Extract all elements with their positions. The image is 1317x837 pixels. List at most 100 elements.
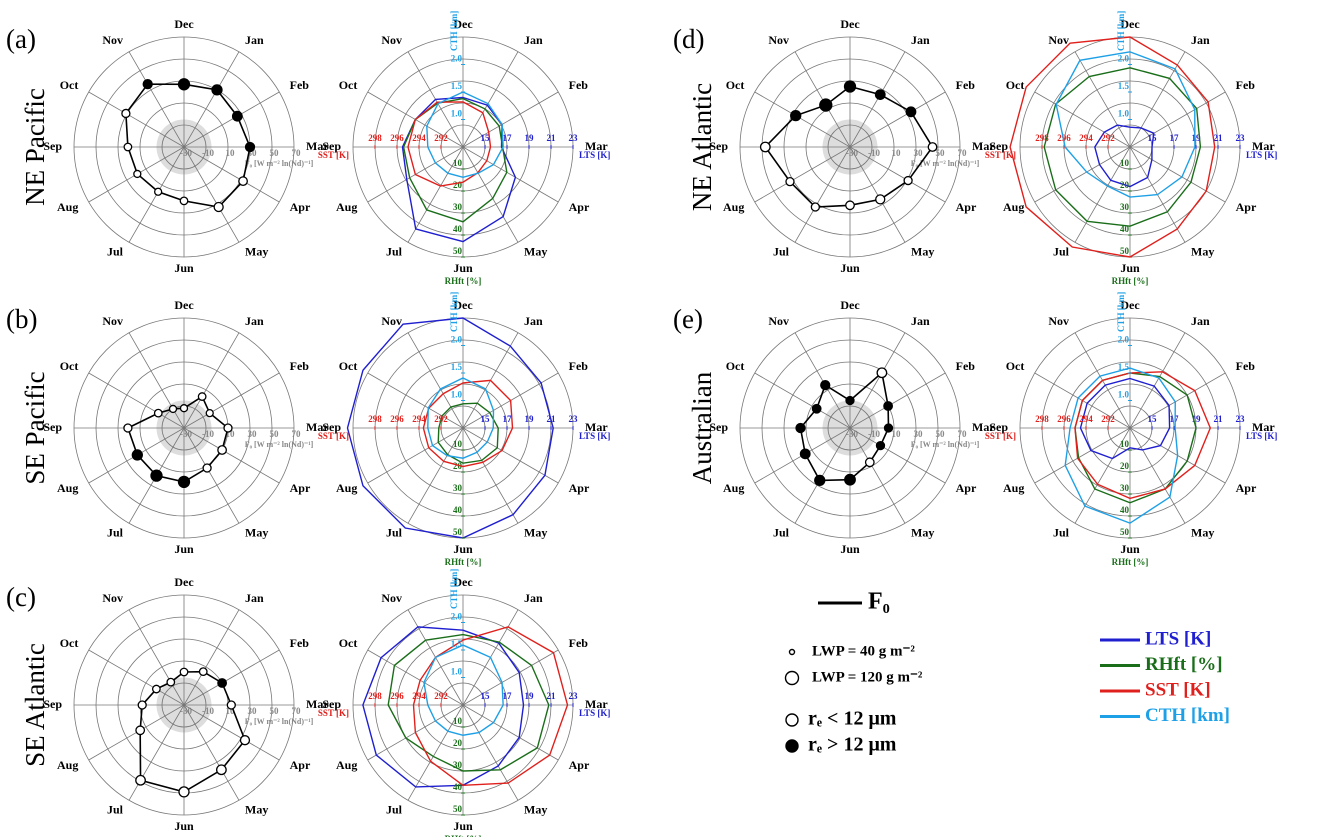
panel-label: (d) — [673, 24, 704, 54]
month-label: Mar — [585, 420, 608, 434]
f0-marker — [135, 774, 146, 786]
month-label: Sep — [43, 697, 62, 711]
spoke — [849, 372, 946, 429]
legend-lwp-label: LWP = 40 g m⁻² — [812, 643, 915, 659]
month-label: Apr — [290, 481, 311, 495]
legend-re-label: rₑ < 12 μm — [808, 708, 897, 730]
axis-tick-label: 23 — [1236, 414, 1246, 424]
axis-tick-label: 23 — [569, 691, 579, 701]
month-label: Mar — [585, 139, 608, 153]
series-line — [387, 633, 550, 772]
f0-marker — [759, 141, 771, 153]
month-label: Nov — [102, 591, 123, 605]
axis-label: SST [K] — [318, 708, 349, 718]
radar-chart: Dec Jan Feb Mar Apr May Jun Jul Aug Sep Oct Nov 15 17… — [318, 11, 611, 286]
axis-tick-label: 40 — [453, 224, 463, 234]
month-label: Aug — [57, 758, 78, 772]
axis-tick-label: 296 — [390, 133, 404, 143]
month-label: Feb — [290, 636, 310, 650]
axis-label: SST [K] — [985, 150, 1016, 160]
f0-marker — [231, 110, 243, 122]
legend-lwp-label: LWP = 120 g m⁻² — [812, 669, 923, 685]
month-label: Feb — [569, 78, 589, 92]
month-label: Aug — [723, 481, 744, 495]
f0-marker — [811, 403, 822, 414]
month-label: Feb — [1236, 359, 1256, 373]
axis-label: LTS [K] — [579, 708, 610, 718]
f0-marker — [142, 78, 153, 90]
axis-tick-label: 20 — [453, 180, 463, 190]
f0-marker — [202, 463, 212, 473]
axis-tick-label: 23 — [1236, 133, 1246, 143]
month-label: Oct — [60, 78, 79, 92]
axis-label: SST [K] — [985, 431, 1016, 441]
axis-tick-label: 292 — [434, 691, 448, 701]
month-label: Mar — [972, 139, 995, 153]
month-label: Dec — [840, 17, 860, 31]
axis-tick-label: 19 — [525, 414, 535, 424]
spoke — [1074, 146, 1131, 243]
month-label: Sep — [709, 139, 728, 153]
f0-marker — [903, 175, 913, 186]
axis-label: LTS [K] — [579, 431, 610, 441]
month-label: Feb — [290, 359, 310, 373]
r-tick-label: 30 — [914, 148, 924, 158]
month-label: Dec — [840, 298, 860, 312]
month-label: Jun — [174, 261, 194, 275]
month-label: Sep — [989, 139, 1008, 153]
month-label: Jun — [1120, 261, 1140, 275]
r-tick-label: -30 — [180, 148, 192, 158]
spoke — [183, 146, 240, 243]
axis-tick-label: 21 — [1214, 414, 1224, 424]
axis-tick-label: 15 — [1148, 133, 1158, 143]
axis-tick-label: 10 — [453, 158, 463, 168]
axis-tick-label: 1.5 — [1118, 81, 1130, 91]
month-label: Jan — [524, 591, 543, 605]
spoke — [462, 146, 559, 203]
axis-tick-label: 30 — [453, 202, 463, 212]
spoke — [183, 609, 240, 706]
month-label: Jul — [107, 802, 124, 816]
spoke — [849, 91, 946, 148]
spoke — [849, 427, 906, 524]
radar-chart: Dec Jan Feb Mar Apr May Jun Jul Aug Sep Oct Nov 15 17… — [318, 292, 611, 567]
axis-tick-label: 21 — [1214, 133, 1224, 143]
region-label: SE Atlantic — [20, 643, 50, 767]
f0-marker — [177, 475, 191, 489]
month-label: May — [245, 525, 268, 539]
spoke — [849, 332, 906, 429]
month-label: Aug — [336, 758, 357, 772]
r-tick-label: 70 — [292, 429, 302, 439]
r-tick-label: 10 — [892, 429, 902, 439]
month-label: Dec — [174, 298, 194, 312]
axis-tick-label: 50 — [1120, 527, 1130, 537]
axis-label: RHft [%] — [445, 557, 482, 567]
month-label: Feb — [956, 359, 976, 373]
legend-lwp-marker — [784, 670, 800, 686]
f0-marker — [205, 408, 214, 418]
month-label: Oct — [1006, 359, 1025, 373]
month-label: Jul — [773, 244, 790, 258]
spoke — [1129, 332, 1186, 429]
r-tick-label: -30 — [180, 429, 192, 439]
r-tick-label: 50 — [936, 148, 946, 158]
panel-label: (c) — [6, 582, 36, 612]
month-label: Jun — [453, 819, 473, 833]
spoke — [849, 146, 946, 203]
r-axis-label: F₀ [W m⁻² ln(Nd)⁻¹] — [245, 717, 314, 726]
r-tick-label: -10 — [868, 148, 880, 158]
series-line — [437, 402, 499, 464]
month-label: Nov — [102, 314, 123, 328]
month-label: Aug — [57, 481, 78, 495]
f0-marker — [883, 401, 894, 411]
f0-marker — [785, 176, 795, 187]
month-label: Aug — [723, 200, 744, 214]
month-label: Jul — [107, 525, 124, 539]
axis-tick-label: 17 — [503, 133, 513, 143]
f0-marker — [168, 404, 178, 414]
month-label: Apr — [569, 481, 590, 495]
spoke — [88, 91, 185, 148]
region-label: SE Pacific — [20, 371, 50, 484]
f0-marker — [133, 169, 142, 179]
panel-label: (a) — [6, 24, 36, 54]
